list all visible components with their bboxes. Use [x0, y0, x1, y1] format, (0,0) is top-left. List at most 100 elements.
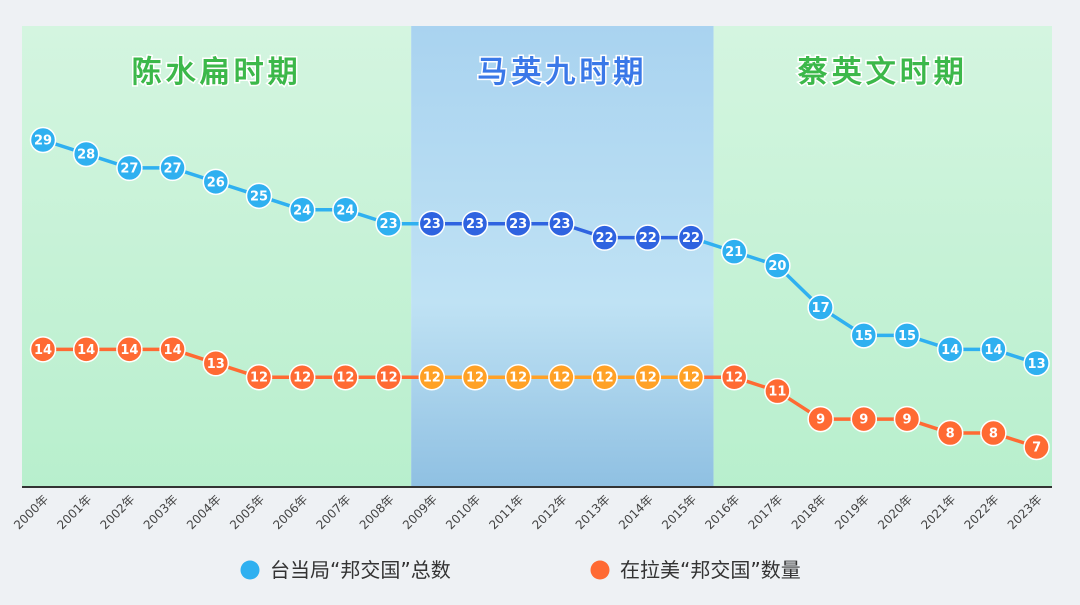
legend-swatch-1: [240, 560, 260, 580]
data-point-marker: [332, 363, 359, 391]
series-1-point: 28: [72, 140, 100, 168]
data-label: 12: [380, 371, 398, 386]
x-tick-label: 2022年: [962, 492, 1002, 532]
data-point-marker: [245, 182, 273, 210]
data-label: 27: [120, 161, 138, 176]
data-point-marker: [850, 322, 878, 349]
series-2-point: 9: [807, 405, 834, 433]
x-tick-label: 2004年: [184, 492, 224, 532]
data-point-marker: [375, 210, 402, 237]
series-1-point: 26: [202, 168, 230, 196]
data-label: 12: [336, 371, 354, 386]
data-point-marker: [159, 336, 186, 363]
legend-label-2: 在拉美“邦交国”数量: [620, 558, 801, 582]
data-label: 12: [639, 371, 657, 386]
data-label: 24: [293, 203, 311, 218]
data-label: 28: [77, 147, 95, 162]
data-point-marker: [332, 196, 359, 224]
data-label: 12: [682, 371, 700, 386]
data-point-marker: [159, 154, 186, 182]
series-1-point: 21: [720, 238, 748, 265]
data-point-marker: [720, 363, 748, 391]
data-point-marker: [288, 363, 316, 391]
data-label: 9: [859, 413, 868, 428]
data-label: 9: [816, 413, 825, 428]
series-points: 29 28 27 27 26 25 24 24 23 23 23 23 23 22 22 22 21 20 17 15…: [29, 126, 1050, 461]
data-label: 27: [164, 161, 182, 176]
x-tick-label: 2005年: [227, 492, 267, 532]
series-1-point: 14: [936, 336, 964, 363]
data-point-marker: [936, 336, 964, 363]
series-2-point: 14: [116, 336, 143, 363]
data-point-marker: [418, 363, 446, 391]
series-2-point: 14: [159, 336, 186, 363]
period-titles: 陈水扁时期 马英九时期 蔡英文时期: [130, 54, 968, 92]
data-label: 14: [984, 343, 1002, 358]
series-2-point: 8: [936, 419, 964, 447]
series-1-point: 15: [850, 322, 878, 349]
series-2-point: 12: [332, 363, 359, 391]
data-label: 23: [423, 217, 441, 232]
series-2-point: 12: [720, 363, 748, 391]
x-tick-label: 2019年: [832, 492, 872, 532]
x-tick-label: 2010年: [443, 492, 483, 532]
data-label: 14: [164, 343, 182, 358]
x-tick-label: 2002年: [98, 492, 138, 532]
x-tick-label: 2021年: [918, 492, 958, 532]
data-point-marker: [418, 210, 446, 237]
data-point-marker: [504, 363, 532, 391]
legend: 台当局“邦交国”总数 在拉美“邦交国”数量: [240, 558, 801, 582]
data-label: 13: [207, 357, 225, 372]
series-1-point: 29: [29, 126, 57, 154]
data-label: 24: [336, 203, 354, 218]
data-point-marker: [893, 405, 921, 433]
series-2-point: 12: [375, 363, 402, 391]
legend-label-1: 台当局“邦交国”总数: [270, 558, 451, 582]
data-point-marker: [116, 154, 143, 182]
data-label: 12: [250, 371, 268, 386]
data-label: 15: [898, 329, 916, 344]
x-tick-label: 2009年: [400, 492, 440, 532]
series-2-point: 7: [1023, 433, 1050, 461]
x-tick-label: 2012年: [530, 492, 570, 532]
data-label: 20: [768, 259, 786, 274]
data-point-marker: [591, 363, 618, 391]
data-point-marker: [850, 405, 878, 433]
data-point-marker: [807, 405, 834, 433]
series-1-point: 22: [634, 224, 662, 251]
series-2-point: 9: [850, 405, 878, 433]
period-band-2: [411, 26, 714, 487]
data-point-marker: [29, 126, 57, 154]
data-point-marker: [936, 419, 964, 447]
period-title-3: 蔡英文时期: [798, 55, 968, 90]
series-2-point: 8: [980, 419, 1007, 447]
data-point-marker: [375, 363, 402, 391]
data-point-marker: [677, 363, 705, 391]
data-point-marker: [548, 363, 575, 391]
data-label: 11: [768, 385, 786, 400]
data-point-marker: [548, 210, 575, 237]
series-1-point: 24: [332, 196, 359, 224]
data-point-marker: [202, 350, 230, 377]
series-2-point: 14: [72, 336, 100, 363]
period-title-2: 马英九时期: [477, 55, 647, 90]
data-label: 25: [250, 189, 268, 204]
data-point-marker: [591, 224, 618, 251]
period-band-1: [22, 26, 412, 487]
series-2-point: 12: [245, 363, 273, 391]
data-label: 14: [120, 343, 138, 358]
data-label: 12: [423, 371, 441, 386]
data-label: 12: [293, 371, 311, 386]
data-point-marker: [29, 336, 57, 363]
x-tick-label: 2016年: [702, 492, 742, 532]
series-1-point: 13: [1023, 350, 1050, 377]
data-point-marker: [202, 168, 230, 196]
x-tick-label: 2013年: [573, 492, 613, 532]
x-tick-label: 2011年: [486, 492, 526, 532]
series-2-point: 12: [504, 363, 532, 391]
data-point-marker: [504, 210, 532, 237]
data-label: 21: [725, 245, 743, 260]
x-tick-label: 2020年: [875, 492, 915, 532]
